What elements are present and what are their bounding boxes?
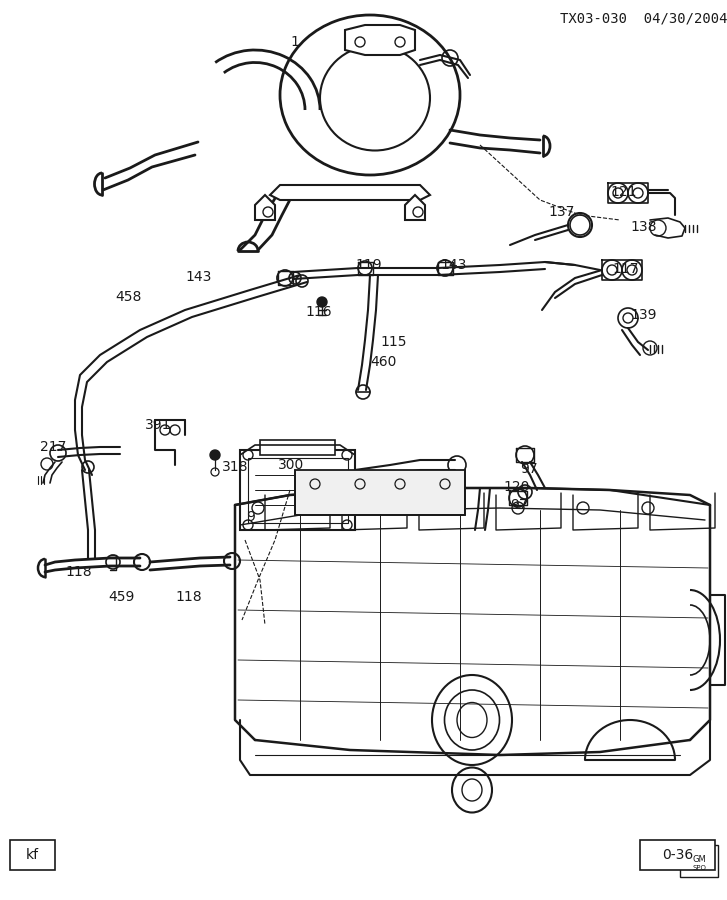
Text: 118: 118 [65, 565, 92, 579]
Text: 9: 9 [246, 510, 255, 524]
Text: 460: 460 [370, 355, 396, 369]
Text: 300: 300 [278, 458, 305, 472]
Text: 115: 115 [380, 335, 406, 349]
Text: TX03-030  04/30/2004: TX03-030 04/30/2004 [560, 12, 727, 26]
Text: 391: 391 [145, 418, 172, 432]
Bar [10, 840, 55, 870]
Text: 120: 120 [503, 480, 529, 494]
Text: 138: 138 [630, 220, 656, 234]
Text: 97: 97 [510, 498, 528, 512]
Text: 97: 97 [520, 462, 538, 476]
Text: 458: 458 [115, 290, 141, 304]
Circle shape [317, 297, 327, 307]
Text: 143: 143 [185, 270, 212, 284]
Bar [295, 470, 465, 515]
Text: 217: 217 [40, 440, 66, 454]
Bar [248, 458, 348, 523]
Text: 121: 121 [610, 185, 637, 199]
Text: 459: 459 [108, 590, 134, 604]
Text: 143: 143 [440, 258, 467, 272]
Bar [680, 845, 718, 877]
Polygon shape [345, 25, 415, 55]
Polygon shape [270, 185, 430, 200]
Text: 119: 119 [355, 258, 382, 272]
Text: GM: GM [692, 855, 706, 864]
Text: 137: 137 [548, 205, 574, 219]
Text: 117: 117 [612, 262, 638, 276]
Text: 139: 139 [630, 308, 656, 322]
Bar [640, 840, 715, 870]
Text: 0-36: 0-36 [662, 848, 693, 862]
Text: 118: 118 [175, 590, 201, 604]
Text: 116: 116 [305, 305, 332, 319]
Bar [260, 440, 335, 455]
Circle shape [210, 450, 220, 460]
Text: SPO: SPO [692, 865, 706, 871]
Text: 1: 1 [290, 35, 299, 49]
Polygon shape [255, 195, 275, 220]
Text: kf: kf [26, 848, 39, 862]
Text: 318: 318 [222, 460, 249, 474]
Polygon shape [405, 195, 425, 220]
Bar [240, 450, 355, 530]
